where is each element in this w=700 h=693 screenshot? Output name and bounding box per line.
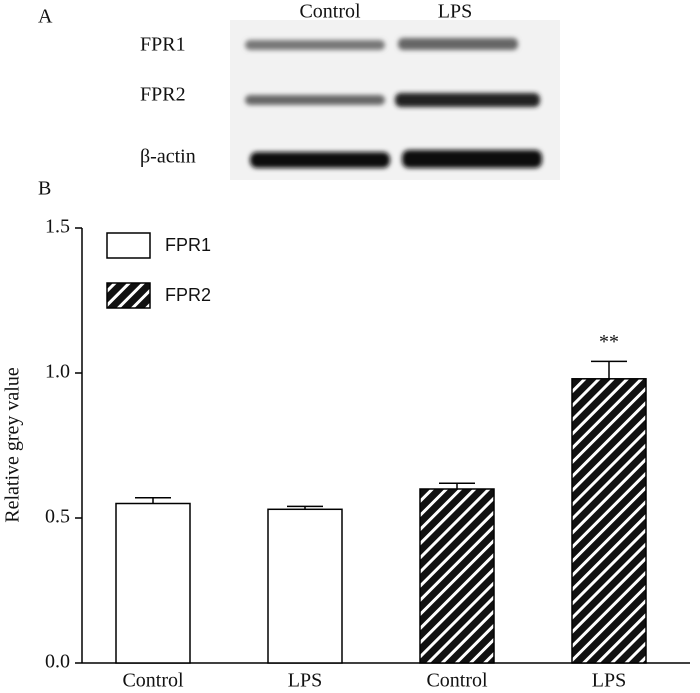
legend-label: FPR1 <box>165 235 211 255</box>
panel-label: A <box>38 6 53 28</box>
bar <box>571 378 647 664</box>
blot-column-label: Control <box>299 1 361 23</box>
y-tick-label: 0.5 <box>45 506 70 528</box>
blot-bands <box>245 38 542 168</box>
panel-label: B <box>38 178 51 200</box>
y-axis-label: Relative grey value <box>2 367 24 523</box>
blot-row-label: FPR1 <box>140 34 186 56</box>
blot-row-label: β-actin <box>140 146 196 168</box>
bar <box>419 488 495 664</box>
x-tick-label: LPS <box>592 670 626 692</box>
x-tick-label: Control <box>426 670 488 692</box>
x-tick-label: LPS <box>288 670 322 692</box>
blot-row-label: FPR2 <box>140 84 186 106</box>
y-tick-label: 1.0 <box>45 361 70 383</box>
y-tick-label: 1.5 <box>45 216 70 238</box>
y-tick-label: 0.0 <box>45 651 70 673</box>
blot-column-label: LPS <box>438 1 472 23</box>
bar <box>267 508 343 664</box>
x-tick-label: Control <box>122 670 184 692</box>
blot-panel: A Control LPS FPR1 FPR2 β-actin <box>38 1 560 180</box>
annotation: ** <box>599 331 619 353</box>
legend-swatch <box>106 232 151 259</box>
legend-label: FPR2 <box>165 285 211 305</box>
legend-swatch <box>106 282 151 309</box>
bar <box>115 502 191 664</box>
